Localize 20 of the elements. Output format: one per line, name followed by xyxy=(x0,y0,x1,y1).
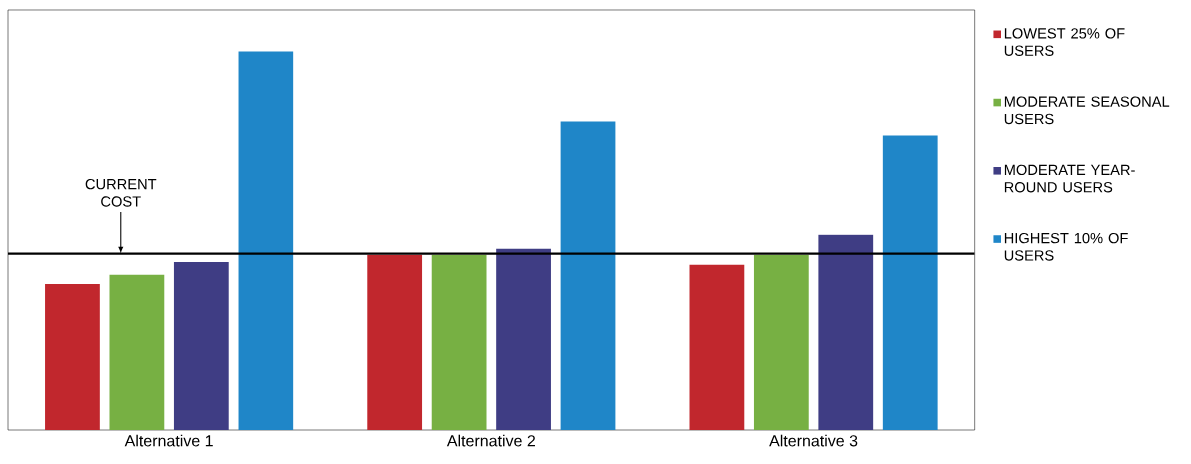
x-tick-label: Alternative 3 xyxy=(769,434,858,447)
legend-label: MODERATE SEASONAL USERS xyxy=(1004,96,1170,125)
x-tick-label: Alternative 1 xyxy=(124,434,213,447)
bar xyxy=(173,262,229,430)
ref-line-label: CURRENT COST xyxy=(85,178,157,207)
bar xyxy=(496,248,551,430)
bar xyxy=(431,254,487,430)
bar xyxy=(689,264,745,430)
bar xyxy=(753,254,809,430)
bar xyxy=(367,254,423,430)
legend-label: HIGHEST 10% OF USERS xyxy=(1004,232,1128,261)
bar xyxy=(818,234,874,430)
legend-label: LOWEST 25% OF USERS xyxy=(1004,28,1125,56)
x-tick-label: Alternative 2 xyxy=(446,434,535,447)
bar xyxy=(238,51,294,430)
bar xyxy=(45,283,100,430)
bar xyxy=(109,274,165,430)
bar xyxy=(560,121,616,430)
bar xyxy=(882,135,938,430)
legend-label: MODERATE YEAR-ROUND USERS xyxy=(1004,164,1135,193)
